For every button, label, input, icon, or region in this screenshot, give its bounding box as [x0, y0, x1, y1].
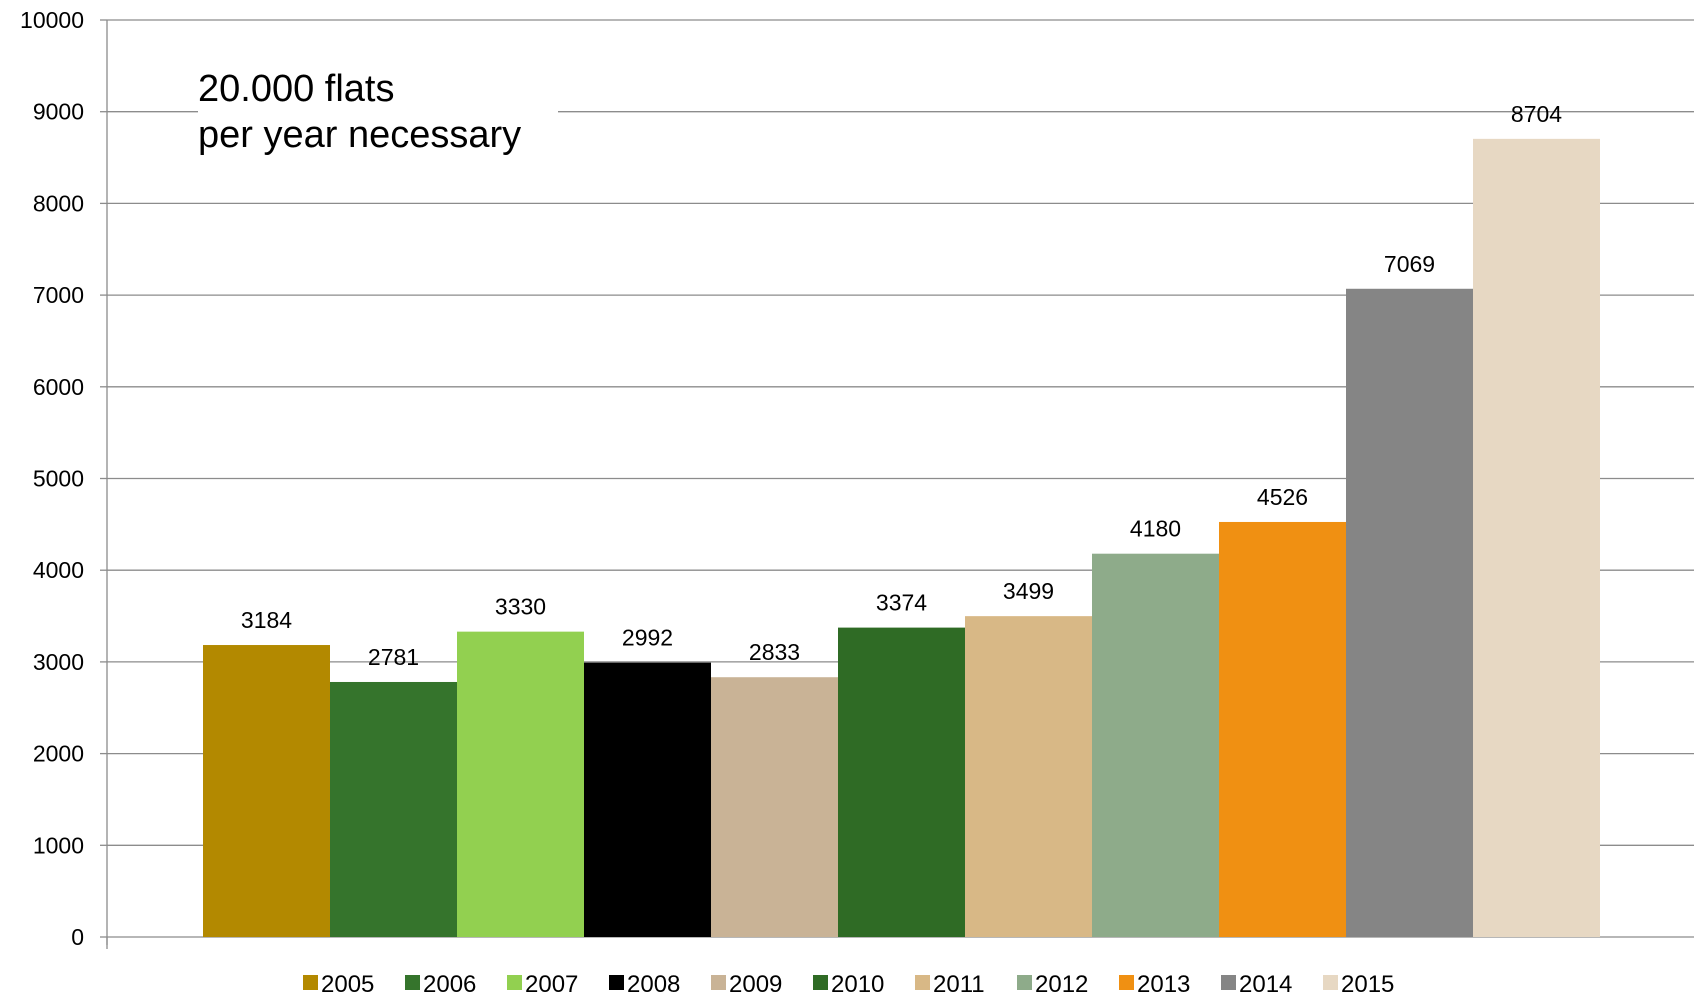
- legend-swatch-2012: [1017, 975, 1032, 990]
- legend-swatch-2014: [1221, 975, 1236, 990]
- legend-swatch-2006: [405, 975, 420, 990]
- data-label-2011: 3499: [1003, 578, 1054, 604]
- legend-label-2015: 2015: [1341, 971, 1394, 998]
- data-label-2008: 2992: [622, 625, 673, 651]
- annotation-line-2: per year necessary: [198, 114, 522, 156]
- bar-2012: [1092, 553, 1219, 937]
- data-label-2012: 4180: [1130, 516, 1181, 542]
- legend-label-2009: 2009: [729, 971, 782, 998]
- data-label-2010: 3374: [876, 590, 927, 616]
- data-label-2014: 7069: [1384, 251, 1435, 277]
- legend-label-2007: 2007: [525, 971, 578, 998]
- bars: [203, 138, 1600, 937]
- annotation-line-1: 20.000 flats: [198, 68, 395, 110]
- legend-label-2013: 2013: [1137, 971, 1190, 998]
- bar-2008: [584, 662, 711, 937]
- legend-label-2008: 2008: [627, 971, 680, 998]
- legend: 2005 2006 2007 2008 2009 2010 2011 2012 2013 2014…: [303, 971, 1394, 998]
- legend-label-2005: 2005: [321, 971, 374, 998]
- y-tick-label: 6000: [33, 374, 84, 400]
- y-tick-label: 10000: [20, 7, 84, 33]
- data-label-2009: 2833: [749, 639, 800, 665]
- legend-swatch-2007: [507, 975, 522, 990]
- annotation-box: 20.000 flats per year necessary: [198, 66, 558, 158]
- bar-2015: [1473, 138, 1600, 937]
- y-tick-label: 3000: [33, 649, 84, 675]
- y-tick-label: 0: [71, 924, 84, 950]
- data-labels: 3184 2781 3330 2992 2833 3374 3499 4180 4526 7069…: [241, 101, 1562, 670]
- bar-2005: [203, 645, 330, 937]
- legend-swatch-2005: [303, 975, 318, 990]
- data-label-2015: 8704: [1511, 101, 1562, 127]
- legend-swatch-2008: [609, 975, 624, 990]
- data-label-2007: 3330: [495, 594, 546, 620]
- legend-swatch-2011: [915, 975, 930, 990]
- bar-2010: [838, 627, 965, 937]
- y-tick-label: 7000: [33, 282, 84, 308]
- legend-swatch-2009: [711, 975, 726, 990]
- y-tick-label: 2000: [33, 741, 84, 767]
- bar-2006: [330, 681, 457, 937]
- legend-label-2006: 2006: [423, 971, 476, 998]
- legend-swatch-2010: [813, 975, 828, 990]
- legend-label-2010: 2010: [831, 971, 884, 998]
- legend-label-2011: 2011: [933, 971, 985, 998]
- bar-2013: [1219, 521, 1346, 937]
- legend-label-2014: 2014: [1239, 971, 1292, 998]
- y-tick-label: 9000: [33, 99, 84, 125]
- axes: 0 1000 2000 3000 4000 5000 6000 7000 8000 9000 100…: [20, 7, 1694, 950]
- bar-2009: [711, 677, 838, 937]
- y-tick-label: 8000: [33, 190, 84, 216]
- legend-label-2012: 2012: [1035, 971, 1088, 998]
- legend-swatch-2015: [1323, 975, 1338, 990]
- bar-2007: [457, 631, 584, 937]
- bar-2011: [965, 616, 1092, 937]
- y-tick-label: 5000: [33, 466, 84, 492]
- y-tick-label: 1000: [33, 832, 84, 858]
- y-tick-label: 4000: [33, 557, 84, 583]
- data-label-2005: 3184: [241, 607, 292, 633]
- legend-swatch-2013: [1119, 975, 1134, 990]
- data-label-2013: 4526: [1257, 484, 1308, 510]
- data-label-2006: 2781: [368, 644, 419, 670]
- bar-2014: [1346, 288, 1473, 937]
